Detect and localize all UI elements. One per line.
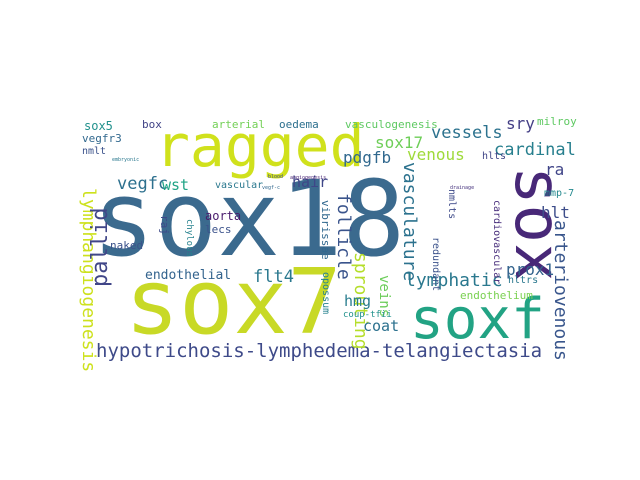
word-sox7: sox7 bbox=[125, 250, 342, 355]
word-sox: sox bbox=[500, 166, 574, 282]
word-hypotrichosis-lymphedema-telangiectasia: hypotrichosis-lymphedema-telangiectasia bbox=[96, 340, 543, 362]
word-raj: raj bbox=[158, 215, 171, 235]
word-chylous: chylous bbox=[184, 219, 194, 257]
word-hltrs: hltrs bbox=[508, 275, 539, 286]
word-lecs: lecs bbox=[205, 223, 232, 236]
word-flt4: flt4 bbox=[253, 267, 294, 287]
word-vegf-c: vegf-c bbox=[262, 185, 281, 191]
word-pdgfb: pdgfb bbox=[343, 148, 392, 167]
word-endothelium: endothelium bbox=[460, 289, 533, 302]
word-aorta: aorta bbox=[205, 209, 242, 223]
word-veins: veins bbox=[376, 275, 392, 318]
word-hlts: hlts bbox=[482, 151, 507, 162]
word-coup-tfii: coup-tfii bbox=[343, 310, 392, 320]
word-naked: naked bbox=[110, 239, 144, 252]
word-prox1: prox1 bbox=[506, 260, 555, 279]
word-drainage: drainage bbox=[450, 185, 475, 191]
word-arterial: arterial bbox=[212, 118, 265, 131]
word-soxf: soxf bbox=[410, 287, 545, 352]
word-wst: wst bbox=[162, 176, 190, 194]
word-lymphangiogenesis: lymphangiogenesis bbox=[78, 188, 99, 373]
word-cardiovascular: cardiovascular bbox=[491, 200, 502, 285]
word-lymphatic: lymphatic bbox=[405, 270, 503, 291]
word-vasculature: vasculature bbox=[399, 162, 420, 282]
word-hair: hair bbox=[292, 173, 329, 191]
word-arteriovenous: arteriovenous bbox=[550, 220, 571, 361]
word-box: box bbox=[142, 118, 162, 131]
word-sox17: sox17 bbox=[375, 133, 424, 152]
word-pallid: pallid bbox=[88, 207, 113, 287]
word-follicle: follicle bbox=[333, 193, 354, 280]
word-angiogenesis: angiogenesis bbox=[290, 175, 327, 181]
word-hlt: hlt bbox=[541, 203, 570, 222]
word-ra: ra bbox=[545, 160, 565, 179]
word-opossum: opossum bbox=[320, 272, 331, 315]
word-vegfc: vegfc bbox=[117, 174, 169, 194]
word-redundant: redundant bbox=[430, 237, 441, 292]
word-hmg: hmg bbox=[344, 292, 372, 310]
word-nmlts: nmlts bbox=[446, 189, 457, 220]
word-nmlt: nmlt bbox=[82, 146, 107, 157]
word-vascular: vascular bbox=[215, 180, 264, 191]
word-vibrissae: vibrissae bbox=[319, 200, 332, 260]
word-vegfr3: vegfr3 bbox=[82, 132, 122, 145]
word-oedema: oedema bbox=[279, 118, 319, 131]
word-venous: venous bbox=[407, 145, 465, 164]
word-sprouting: sprouting bbox=[350, 252, 371, 350]
word-cardinal: cardinal bbox=[494, 140, 576, 160]
word-vessels: vessels bbox=[431, 123, 503, 143]
word-coat: coat bbox=[363, 317, 400, 335]
word-embryonic: embryonic bbox=[112, 157, 140, 163]
word-milroy: milroy bbox=[537, 115, 577, 128]
word-sox18: sox18 bbox=[92, 158, 406, 280]
word-vasculogenesis: vasculogenesis bbox=[345, 118, 438, 131]
word-sox5: sox5 bbox=[84, 119, 113, 133]
word-mmp-7: mmp-7 bbox=[544, 188, 575, 199]
word-endothelial: endothelial bbox=[145, 268, 232, 283]
word-blood: blood bbox=[268, 174, 284, 180]
word-sry: sry bbox=[506, 114, 535, 133]
word-ragged: ragged bbox=[155, 112, 365, 180]
